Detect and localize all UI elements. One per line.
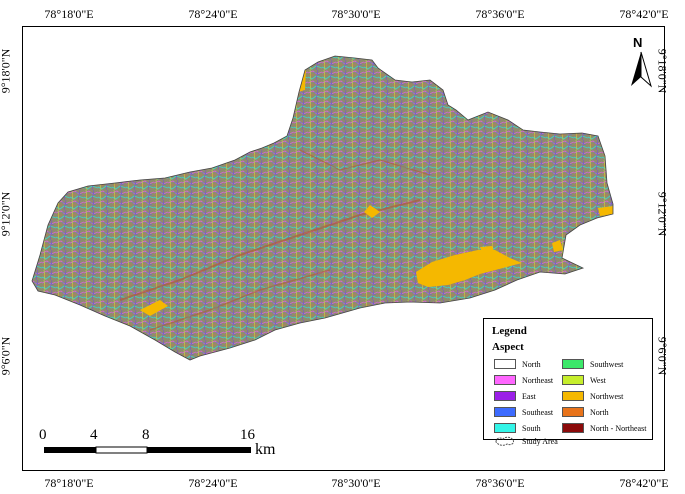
map-frame	[22, 26, 665, 471]
legend-label-west: West	[590, 376, 606, 385]
lon-label-top-1: 78°18'0"E	[44, 7, 94, 21]
legend-label-northeast: Northeast	[522, 376, 554, 385]
lon-label-top-5: 78°42'0"E	[619, 7, 669, 21]
legend-swatch-north-northeast	[562, 423, 584, 433]
scale-unit: km	[255, 441, 276, 458]
legend-label-northwest: Northwest	[590, 392, 624, 401]
scale-bar	[44, 446, 251, 454]
north-arrow-label: N	[633, 35, 643, 50]
legend-title: Legend	[492, 325, 527, 337]
legend-label-north: North	[522, 360, 541, 369]
legend-label-southeast: Southeast	[522, 408, 554, 417]
legend-label-north-2: North	[590, 408, 609, 417]
legend-swatch-north-2	[562, 407, 584, 417]
legend-label-study-area: Study Area	[522, 437, 558, 446]
legend-label-east: East	[522, 392, 536, 401]
lagoon	[416, 250, 522, 287]
legend-label-north-northeast: North - Northeast	[590, 424, 647, 433]
scale-tick-8: 8	[142, 427, 150, 443]
legend-swatch-northwest	[562, 391, 584, 401]
legend-swatch-east	[494, 391, 516, 401]
legend-swatch-south	[494, 423, 516, 433]
legend-swatch-southwest	[562, 359, 584, 369]
scale-tick-4: 4	[90, 427, 98, 443]
legend-swatch-west	[562, 375, 584, 385]
legend-label-southwest: Southwest	[590, 360, 624, 369]
lon-label-bottom-2: 78°24'0"E	[188, 476, 238, 490]
lon-label-top-3: 78°30'0"E	[331, 7, 381, 21]
lon-label-bottom-1: 78°18'0"E	[44, 476, 94, 490]
legend-subtitle: Aspect	[492, 341, 524, 353]
lon-label-top-4: 78°36'0"E	[475, 7, 525, 21]
legend-label-south: South	[522, 424, 541, 433]
study-area-icon	[495, 436, 514, 446]
legend-swatch-northeast	[494, 375, 516, 385]
scale-tick-0: 0	[39, 427, 47, 443]
legend-swatch-north	[494, 359, 516, 369]
lon-label-top-2: 78°24'0"E	[188, 7, 238, 21]
scale-tick-16: 16	[240, 427, 255, 443]
legend-box: Legend Aspect North Northeast East South…	[483, 318, 653, 446]
legend-swatch-southeast	[494, 407, 516, 417]
north-arrow-icon	[631, 51, 652, 88]
lon-label-bottom-4: 78°36'0"E	[475, 476, 525, 490]
lon-label-bottom-3: 78°30'0"E	[331, 476, 381, 490]
lon-label-bottom-5: 78°42'0"E	[619, 476, 669, 490]
